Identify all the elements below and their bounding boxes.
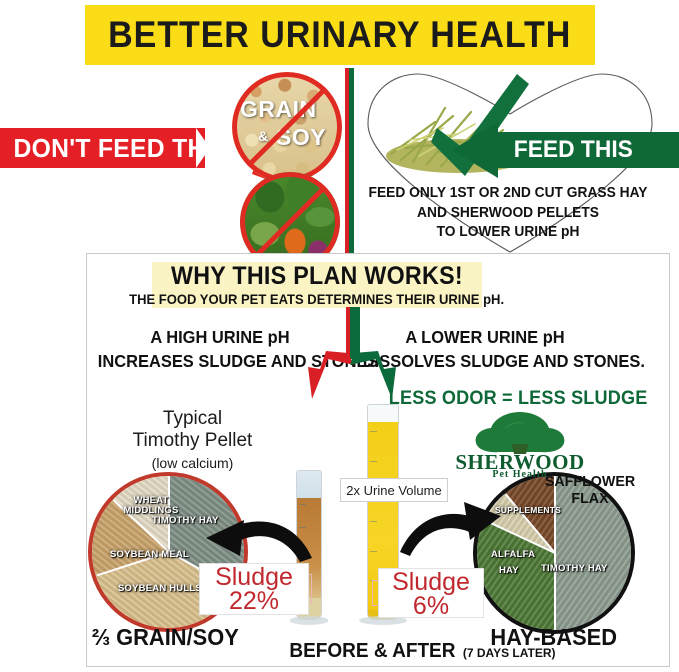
- feed-this-label: FEED THIS: [513, 136, 633, 163]
- forbidden-grain-soy-image: GRAIN & SOY: [232, 72, 342, 182]
- tube-headspace: [297, 471, 321, 498]
- pie-slice-label-hay: HAY: [499, 565, 519, 576]
- pie-slice-label-timothy-hay: TIMOTHY HAY: [152, 515, 219, 526]
- tree-icon: [475, 412, 565, 454]
- sherwood-wordmark: SHERWOOD: [455, 450, 585, 474]
- pellet-caption-line-1: Typical: [162, 408, 223, 429]
- pellet-caption-line-3: (low calcium): [151, 454, 234, 471]
- dont-feed-label: DON'T FEED THIS: [13, 132, 230, 163]
- sludge-right-badge: Sludge 6%: [378, 568, 484, 620]
- sludge-left-percent: 22%: [228, 587, 280, 615]
- urine-volume-label: 2x Urine Volume: [346, 482, 442, 498]
- prohibition-ring-icon: [232, 72, 342, 182]
- divider-green-bar: [349, 68, 354, 253]
- sludge-right-percent: 6%: [412, 592, 450, 620]
- page-title: BETTER URINARY HEALTH: [108, 14, 572, 55]
- feed-arrow-head-icon: [452, 122, 498, 178]
- hay-based-pie-chart: TIMOTHY HAY ALFALFA HAY SUPPLEMENTS: [473, 472, 635, 634]
- high-ph-text: A HIGH URINE pH INCREASES SLUDGE AND STO…: [97, 325, 383, 373]
- grain-soy-caption: ⅔ GRAIN/SOY: [91, 624, 239, 650]
- pointer-arrow-right-icon: [400, 502, 501, 556]
- sludge-left-word: Sludge: [215, 563, 293, 591]
- sherwood-logo: SHERWOOD Pet Health: [452, 410, 588, 482]
- dont-feed-banner: DON'T FEED THIS: [0, 128, 229, 168]
- pie-slice-label-alfalfa: ALFALFA: [491, 549, 536, 560]
- feed-note-line-2: AND SHERWOOD PELLETS: [417, 204, 599, 221]
- high-ph-line-2: INCREASES SLUDGE AND STONES.: [97, 351, 383, 372]
- before-after-days: (7 DAYS LATER): [462, 646, 556, 660]
- urine-volume-callout: 2x Urine Volume: [340, 478, 448, 502]
- pie-slice-label-soybean-meal: SOYBEAN MEAL: [110, 549, 189, 560]
- title-banner: BETTER URINARY HEALTH: [85, 5, 595, 65]
- pointer-arrow-left-icon: [206, 520, 312, 562]
- high-ph-line-1: A HIGH URINE pH: [150, 327, 290, 347]
- why-title: WHY THIS PLAN WORKS!: [171, 262, 463, 290]
- feed-note-line-3: TO LOWER URINE pH: [436, 224, 580, 241]
- dont-feed-notch: [196, 128, 210, 168]
- safflower-flax-label: SAFFLOWER FLAX: [543, 473, 638, 507]
- tube-tick: [370, 550, 377, 552]
- diverging-arrows-icon: [308, 307, 396, 399]
- pie-sep: [554, 476, 556, 553]
- before-after-caption: BEFORE & AFTER (7 DAYS LATER): [285, 640, 555, 663]
- tube-tick: [370, 520, 377, 522]
- less-odor-text: LESS ODOR = LESS SLUDGE: [388, 388, 648, 409]
- pie-slice-label-supplements: SUPPLEMENTS: [495, 505, 561, 515]
- tube-tick: [370, 460, 377, 462]
- low-ph-text: A LOWER URINE pH DISSOLVES SLUDGE AND ST…: [362, 325, 645, 373]
- sludge-right-word: Sludge: [392, 568, 470, 596]
- low-ph-line-1: A LOWER URINE pH: [405, 327, 565, 347]
- pellet-caption: Typical Timothy Pellet (low calcium): [100, 408, 285, 471]
- pellet-caption-line-2: Timothy Pellet: [132, 430, 253, 452]
- why-subtitle: THE FOOD YOUR PET EATS DETERMINES THEIR …: [129, 291, 505, 307]
- divider-red-bar: [345, 68, 349, 253]
- pie-slice-label-timothy-hay: TIMOTHY HAY: [541, 563, 608, 574]
- flax-word: FLAX: [571, 489, 609, 507]
- feed-this-banner: FEED THIS: [497, 132, 679, 168]
- hay-based-caption: HAY-BASED: [490, 624, 618, 650]
- pie-slice-label-wheat-middlings: WHEAT MIDDLINGS: [123, 495, 179, 517]
- tube-base: [359, 616, 407, 625]
- tube-tick: [299, 527, 306, 529]
- safflower-word: SAFFLOWER: [544, 473, 636, 490]
- tube-base: [289, 616, 329, 625]
- center-divider: [345, 68, 354, 253]
- feed-note-line-1: FEED ONLY 1ST OR 2ND CUT GRASS HAY: [368, 185, 648, 201]
- tube-tick: [370, 430, 377, 432]
- pie-sep: [168, 476, 170, 552]
- sludge-left-badge: Sludge 22%: [199, 563, 309, 615]
- sherwood-tagline: Pet Health: [492, 469, 548, 480]
- low-ph-line-2: DISSOLVES SLUDGE AND STONES.: [362, 351, 645, 372]
- tube-tick: [299, 503, 306, 505]
- pie-slice-label-soybean-hulls: SOYBEAN HULLS: [118, 583, 202, 594]
- feed-instructions: FEED ONLY 1ST OR 2ND CUT GRASS HAY AND S…: [366, 184, 651, 243]
- why-this-plan-works-box: WHY THIS PLAN WORKS! THE FOOD YOUR PET E…: [130, 262, 504, 308]
- before-after-main: BEFORE & AFTER: [289, 640, 456, 662]
